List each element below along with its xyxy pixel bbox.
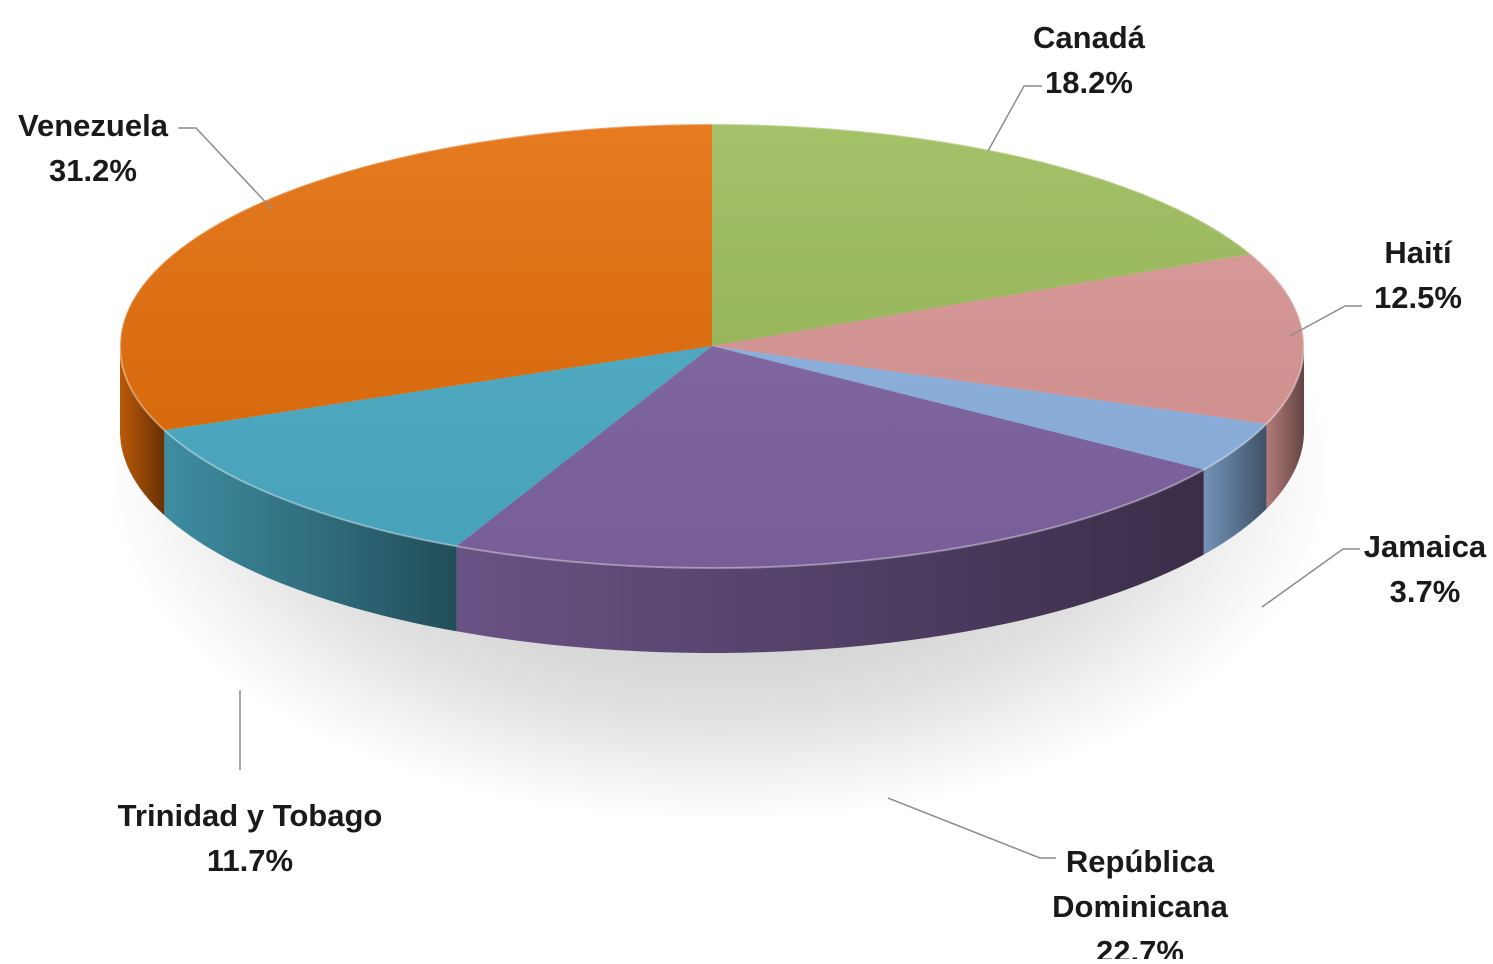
pie-side-jamaica [1203,423,1267,555]
pie-side-layer [120,346,1304,653]
pie-side-república-dominicana [456,469,1204,653]
data-label-name: Dominicana [1052,889,1228,924]
data-label-value: 12.5% [1374,280,1462,315]
data-label-value: 22.7% [1096,934,1184,959]
data-label-name: Canadá [1033,20,1146,55]
pie-side-venezuela [120,346,165,516]
pie-side-trinidad-y-tobago [164,430,457,632]
data-label-value: 3.7% [1390,574,1461,609]
data-label-name: Venezuela [18,108,169,143]
leader-line [1289,305,1362,337]
data-label-name: Trinidad y Tobago [118,798,383,833]
data-label-name: Haití [1384,235,1453,270]
pie-side-haití [1266,346,1304,509]
pie-top-sheen [119,123,1305,569]
data-label-value: 18.2% [1045,65,1133,100]
pie-label-layer: Canadá 18.2% Haití 12.5% Jamaica 3.7% Repúblic… [18,20,1487,964]
data-label-name: República [1066,844,1215,879]
data-label-value: 11.7% [207,843,293,878]
pie-top-layer [119,123,1305,569]
leader-line [987,85,1042,152]
data-label-value: 31.2% [49,153,137,188]
leader-line [178,127,273,210]
leader-line [1261,548,1360,608]
data-label-name: Jamaica [1364,529,1487,564]
leader-line [887,797,1056,859]
